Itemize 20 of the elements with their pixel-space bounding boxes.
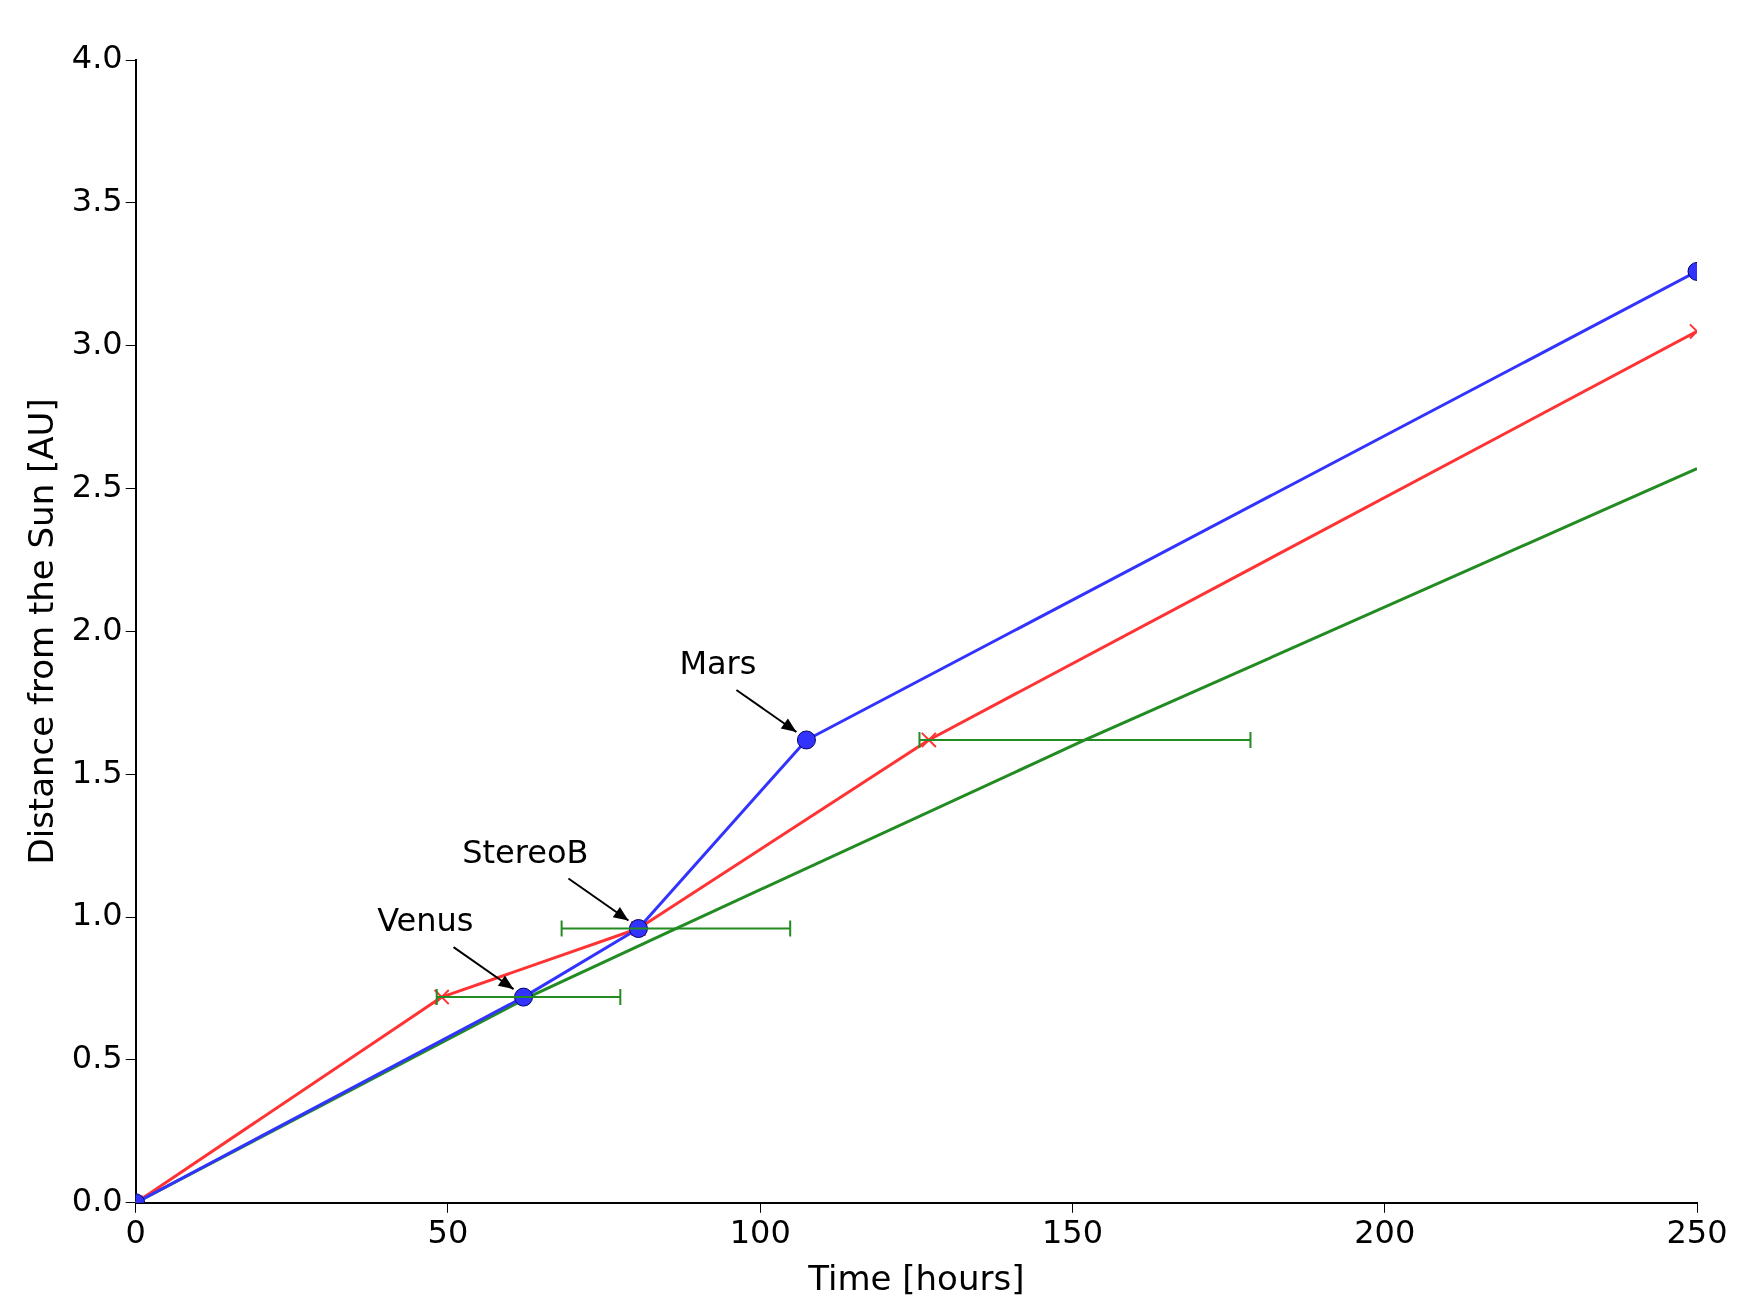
y-tick-label: 1.5 bbox=[71, 752, 123, 791]
x-tick-label: 250 bbox=[1666, 1213, 1728, 1252]
x-axis-title: Time [hours] bbox=[807, 1258, 1025, 1299]
y-tick-label: 4.0 bbox=[71, 38, 123, 77]
y-tick-label: 2.5 bbox=[71, 466, 123, 505]
x-tick-label: 100 bbox=[729, 1213, 791, 1252]
y-axis-title: Distance from the Sun [AU] bbox=[21, 398, 62, 865]
y-tick-label: 0.5 bbox=[71, 1038, 123, 1077]
y-tick-label: 3.5 bbox=[71, 181, 123, 220]
annotation: Mars bbox=[679, 644, 757, 683]
y-tick-label: 3.0 bbox=[71, 324, 123, 363]
x-tick-label: 150 bbox=[1041, 1213, 1104, 1252]
y-tick-label: 0.0 bbox=[71, 1181, 123, 1220]
x-tick-label: 0 bbox=[125, 1213, 146, 1252]
annotation: Venus bbox=[377, 901, 474, 940]
annotation: StereoB bbox=[462, 832, 589, 871]
x-tick-label: 200 bbox=[1354, 1213, 1416, 1252]
x-tick-label: 50 bbox=[427, 1213, 469, 1252]
y-tick-label: 1.0 bbox=[71, 895, 123, 934]
y-tick-label: 2.0 bbox=[71, 609, 123, 648]
